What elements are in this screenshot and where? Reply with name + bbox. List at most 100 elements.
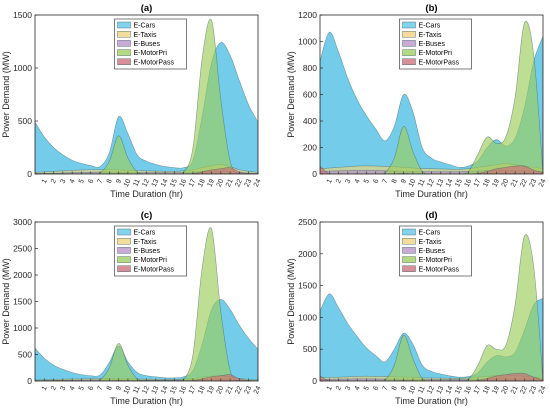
legend-label: E-MotorPass bbox=[134, 59, 175, 66]
x-tick-label: 11 bbox=[132, 385, 141, 395]
legend-label: E-Taxis bbox=[134, 32, 157, 39]
y-tick-label: 1500 bbox=[13, 10, 32, 20]
x-tick-label: 24 bbox=[253, 385, 263, 395]
x-tick-label: 8 bbox=[391, 178, 399, 185]
y-tick-label: 400 bbox=[303, 116, 317, 126]
legend-label: E-Cars bbox=[419, 230, 441, 237]
x-tick-label: 17 bbox=[473, 385, 483, 395]
x-tick-label: 11 bbox=[132, 178, 141, 188]
series-area-e-motorpri bbox=[320, 234, 543, 381]
x-tick-label: 7 bbox=[382, 385, 390, 392]
legend-label: E-MotorPass bbox=[419, 59, 460, 66]
legend-swatch bbox=[402, 31, 416, 38]
x-tick-label: 9 bbox=[115, 178, 123, 185]
legend-label: E-MotorPri bbox=[134, 50, 168, 57]
x-axis-label: Time Duration (hr) bbox=[395, 396, 468, 406]
x-tick-label: 19 bbox=[206, 385, 216, 395]
x-tick-label: 22 bbox=[234, 178, 244, 188]
x-tick-label: 3 bbox=[344, 385, 352, 392]
x-axis-label: Time Duration (hr) bbox=[395, 189, 468, 199]
legend-label: E-Cars bbox=[134, 23, 156, 30]
y-tick-label: 1200 bbox=[298, 10, 317, 20]
x-tick-label: 6 bbox=[87, 178, 95, 185]
chart-title: (c) bbox=[141, 210, 153, 221]
legend-label: E-Taxis bbox=[134, 239, 157, 246]
x-tick-label: 6 bbox=[87, 385, 95, 392]
x-tick-label: 14 bbox=[160, 385, 170, 395]
x-tick-label: 22 bbox=[519, 178, 529, 188]
legend-swatch bbox=[117, 31, 131, 38]
x-tick-label: 11 bbox=[417, 178, 426, 188]
x-tick-label: 1 bbox=[41, 178, 49, 185]
y-tick-label: 0 bbox=[27, 376, 32, 386]
x-tick-label: 6 bbox=[372, 178, 380, 185]
x-tick-label: 10 bbox=[123, 385, 133, 395]
x-tick-label: 12 bbox=[426, 385, 436, 395]
x-tick-label: 20 bbox=[216, 385, 226, 395]
x-tick-label: 23 bbox=[529, 178, 539, 188]
x-tick-label: 2 bbox=[50, 178, 58, 185]
x-tick-label: 16 bbox=[464, 178, 474, 188]
x-tick-label: 13 bbox=[151, 178, 161, 188]
x-tick-label: 16 bbox=[179, 385, 189, 395]
x-tick-label: 22 bbox=[519, 385, 529, 395]
x-tick-label: 13 bbox=[151, 385, 161, 395]
legend-swatch bbox=[402, 256, 416, 263]
x-tick-label: 14 bbox=[445, 178, 455, 188]
x-tick-label: 21 bbox=[510, 385, 520, 395]
legend-label: E-Taxis bbox=[419, 32, 442, 39]
x-tick-label: 24 bbox=[253, 178, 263, 188]
x-tick-label: 23 bbox=[244, 178, 254, 188]
series-area-e-motorpri bbox=[35, 227, 258, 381]
legend-swatch bbox=[117, 247, 131, 254]
x-tick-label: 13 bbox=[436, 178, 446, 188]
x-tick-label: 10 bbox=[123, 178, 133, 188]
y-axis-label: Power Demand (MW) bbox=[1, 258, 11, 345]
x-tick-label: 22 bbox=[234, 385, 244, 395]
chart-title: (d) bbox=[425, 210, 437, 221]
x-tick-label: 14 bbox=[160, 178, 170, 188]
x-tick-label: 19 bbox=[206, 178, 216, 188]
x-tick-label: 20 bbox=[501, 178, 511, 188]
x-tick-label: 10 bbox=[408, 178, 418, 188]
x-tick-label: 15 bbox=[169, 178, 179, 188]
legend: E-Cars E-Taxis E-Buses E-MotorPri E-MotorPas… bbox=[399, 18, 472, 70]
x-tick-label: 18 bbox=[482, 178, 492, 188]
x-tick-label: 8 bbox=[391, 385, 399, 392]
x-tick-label: 17 bbox=[188, 178, 198, 188]
x-tick-label: 6 bbox=[372, 385, 380, 392]
chart-title: (a) bbox=[141, 3, 153, 14]
y-tick-label: 600 bbox=[303, 90, 317, 100]
y-tick-label: 500 bbox=[18, 116, 32, 126]
x-tick-label: 12 bbox=[141, 178, 151, 188]
y-tick-label: 2000 bbox=[298, 249, 317, 259]
x-tick-label: 24 bbox=[538, 385, 548, 395]
y-tick-label: 1000 bbox=[298, 312, 317, 322]
x-tick-label: 19 bbox=[491, 178, 501, 188]
x-tick-label: 4 bbox=[354, 178, 362, 185]
y-tick-label: 1000 bbox=[13, 323, 32, 333]
x-tick-label: 3 bbox=[344, 178, 352, 185]
legend-swatch bbox=[117, 49, 131, 56]
y-tick-label: 2500 bbox=[298, 217, 317, 227]
x-tick-label: 2 bbox=[335, 385, 343, 392]
legend-swatch bbox=[117, 237, 131, 245]
x-tick-label: 7 bbox=[97, 178, 105, 185]
x-tick-label: 16 bbox=[179, 178, 189, 188]
x-tick-label: 3 bbox=[59, 385, 67, 392]
legend: E-Cars E-Taxis E-Buses E-MotorPri E-MotorPas… bbox=[114, 18, 187, 70]
legend-swatch bbox=[117, 256, 131, 263]
x-tick-label: 4 bbox=[354, 385, 362, 392]
x-tick-label: 8 bbox=[106, 385, 114, 392]
x-tick-label: 16 bbox=[464, 385, 474, 395]
x-tick-label: 19 bbox=[491, 385, 501, 395]
x-tick-label: 1 bbox=[326, 385, 334, 392]
y-axis-label: Power Demand (MW) bbox=[286, 258, 296, 345]
legend: E-Cars E-Taxis E-Buses E-MotorPri E-MotorPas… bbox=[399, 225, 472, 277]
x-tick-label: 23 bbox=[244, 385, 254, 395]
legend-swatch bbox=[117, 228, 131, 236]
